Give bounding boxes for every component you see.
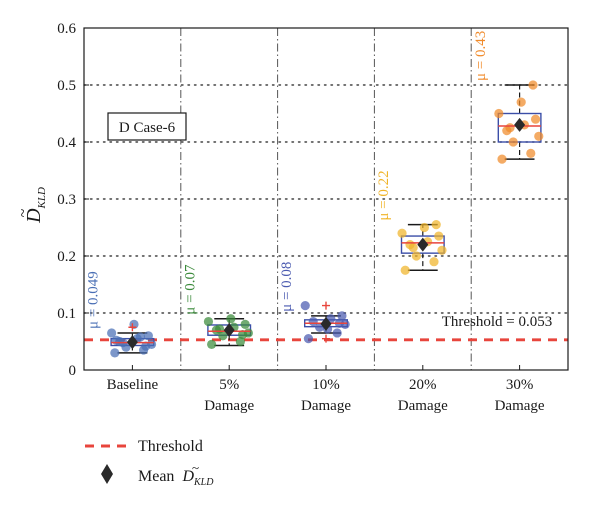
data-point [431, 220, 441, 230]
data-point [332, 328, 342, 338]
data-point [218, 331, 228, 341]
y-tick-label: 0 [69, 363, 77, 379]
data-point [526, 148, 536, 158]
x-tick-label-line2: Damage [398, 398, 448, 414]
box-iqr [497, 112, 542, 143]
axis-layer: 0 0.1 0.2 0.3 0.4 0.5 0.6 Baseline 5% Damage 10% Da… [57, 21, 545, 414]
mean-marker [417, 237, 429, 252]
data-point [411, 251, 422, 261]
data-point [215, 324, 225, 334]
plot-frame [83, 27, 569, 371]
y-tick-label: 0.6 [57, 21, 76, 37]
data-point [419, 222, 429, 233]
mean-annotation: μ = 0.22 [376, 170, 392, 220]
x-tick-label-line2: Damage [495, 398, 545, 414]
category-group: μ = 0.07 [182, 264, 253, 349]
y-tick-label: 0.5 [57, 78, 76, 94]
data-point [238, 330, 248, 340]
data-point [207, 339, 217, 349]
box-iqr [400, 235, 445, 254]
mean-annotation: μ = 0.07 [182, 264, 198, 315]
data-point [530, 114, 541, 124]
mean-annotation: μ = 0.049 [86, 271, 102, 329]
y-tick-label: 0.4 [57, 135, 76, 151]
data-point [408, 242, 418, 253]
legend-mean-prefix: Mean [138, 468, 174, 485]
outlier-marker [322, 334, 330, 343]
x-tick-label: 30% [506, 377, 534, 393]
case-label-box: D Case-6 [107, 112, 187, 141]
data-point [111, 335, 122, 345]
data-point [240, 319, 250, 329]
y-axis-title-letter: D [23, 208, 45, 224]
mean-marker [223, 323, 235, 338]
y-axis-title-accent: ~ [15, 208, 32, 217]
legend: Threshold Mean DKLD ~ [85, 438, 214, 488]
data-point [300, 300, 310, 311]
data-layer: μ = 0.049 μ = 0.07 μ = 0.08 μ = 0.22 μ = 0.4… [86, 31, 544, 358]
category-group: μ = 0.049 [86, 271, 157, 358]
legend-mean-label: Mean DKLD [138, 468, 214, 488]
legend-mean-diamond-icon [101, 464, 113, 484]
x-tick-label: 10% [312, 377, 340, 393]
y-axis-title-main: DKLD [23, 187, 48, 224]
category-group: μ = 0.22 [376, 170, 447, 275]
mean-annotation: μ = 0.43 [473, 31, 489, 81]
legend-mean-subscript: KLD [193, 477, 214, 488]
data-point [143, 331, 153, 341]
data-point [429, 257, 439, 267]
legend-threshold-label: Threshold [138, 438, 203, 455]
mean-marker [320, 316, 332, 331]
outlier-marker [128, 323, 137, 332]
x-tick-label-line2: Damage [204, 398, 254, 414]
case-label-frame [107, 112, 187, 141]
data-point [534, 131, 544, 141]
data-point [437, 245, 447, 255]
x-tick-label: 20% [409, 377, 437, 393]
data-point [497, 154, 507, 164]
y-tick-label: 0.3 [57, 192, 76, 208]
legend-mean-letter: D [181, 468, 194, 485]
data-point [397, 228, 407, 238]
outlier-marker [322, 301, 330, 310]
y-tick-label: 0.1 [57, 306, 76, 322]
data-point [337, 311, 347, 321]
data-point [226, 314, 236, 324]
data-point [135, 332, 145, 342]
data-point [107, 328, 117, 338]
y-axis-title-subscript: KLD [36, 187, 48, 209]
data-point [528, 80, 538, 90]
legend-mean-accent: ~ [192, 460, 199, 475]
mean-marker [126, 335, 138, 350]
category-group: μ = 0.08 [279, 262, 350, 344]
grid-layer [83, 28, 569, 370]
data-point [141, 341, 151, 351]
data-point [203, 316, 214, 327]
mean-marker [514, 117, 526, 132]
mean-annotation: μ = 0.08 [279, 262, 295, 312]
data-point [303, 334, 314, 344]
data-point [516, 97, 526, 107]
data-point [508, 137, 518, 147]
data-point [110, 348, 120, 358]
x-tick-label: 5% [219, 377, 239, 393]
case-label: D Case-6 [119, 120, 176, 136]
y-axis-title: DKLD ~ [15, 187, 48, 224]
category-group: μ = 0.43 [473, 31, 544, 164]
data-point [400, 265, 410, 275]
data-point [494, 108, 504, 119]
x-tick-label-line2: Damage [301, 398, 351, 414]
y-tick-label: 0.2 [57, 249, 76, 265]
data-point [434, 231, 444, 241]
data-point [505, 123, 515, 133]
data-point [308, 316, 318, 327]
x-tick-label: Baseline [107, 377, 159, 393]
threshold-annotation: Threshold = 0.053 [442, 314, 553, 330]
